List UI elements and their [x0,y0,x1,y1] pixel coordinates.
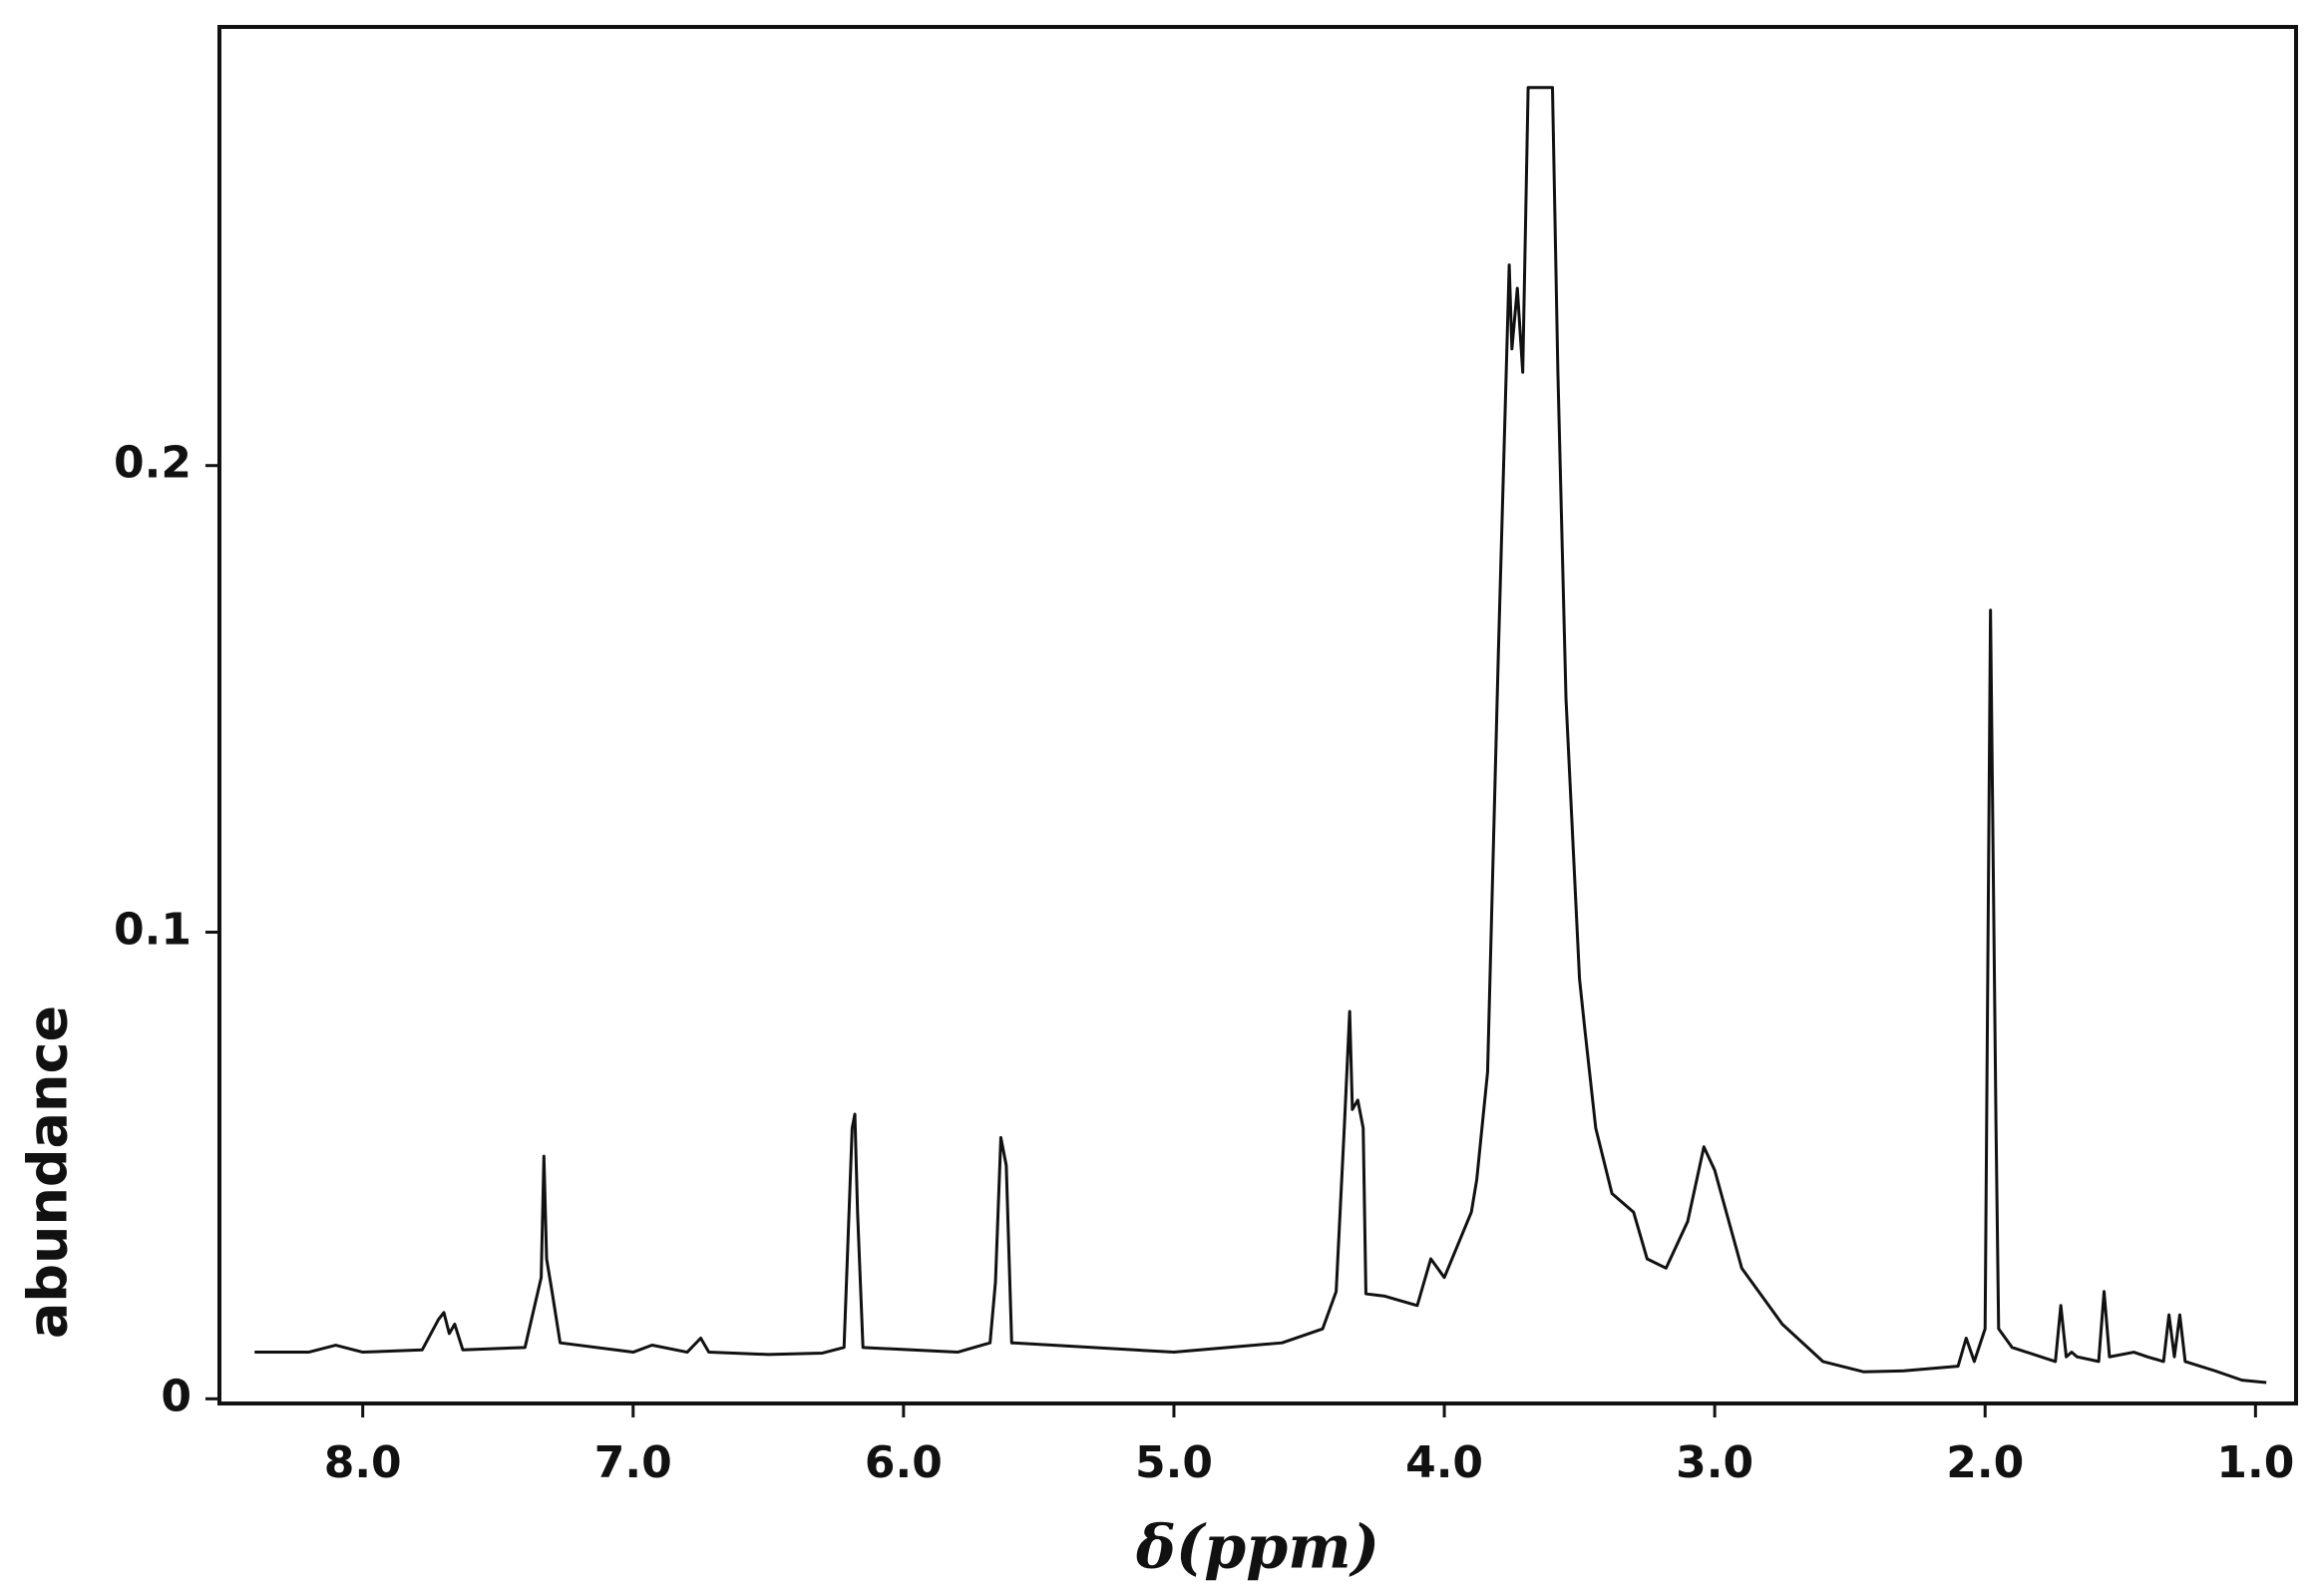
x-tick-label: 8.0 [324,1437,402,1488]
x-axis-label: δ(ppm) [1135,1513,1379,1583]
x-tick-label: 5.0 [1135,1437,1213,1488]
spectrum-line [254,86,2267,1385]
x-tick-label: 4.0 [1405,1437,1483,1488]
y-tick-label: 0 [161,1371,192,1421]
x-tick-label: 3.0 [1676,1437,1753,1488]
y-tick-label: 0.1 [114,905,192,956]
y-axis-label: abundance [17,1005,80,1339]
x-tick-label: 6.0 [865,1437,943,1488]
x-tick-label: 7.0 [594,1437,672,1488]
plot-frame [217,25,2298,1405]
x-tick-label: 2.0 [1946,1437,2024,1488]
x-tick-label: 1.0 [2216,1437,2294,1488]
y-tick-label: 0.2 [114,438,192,489]
